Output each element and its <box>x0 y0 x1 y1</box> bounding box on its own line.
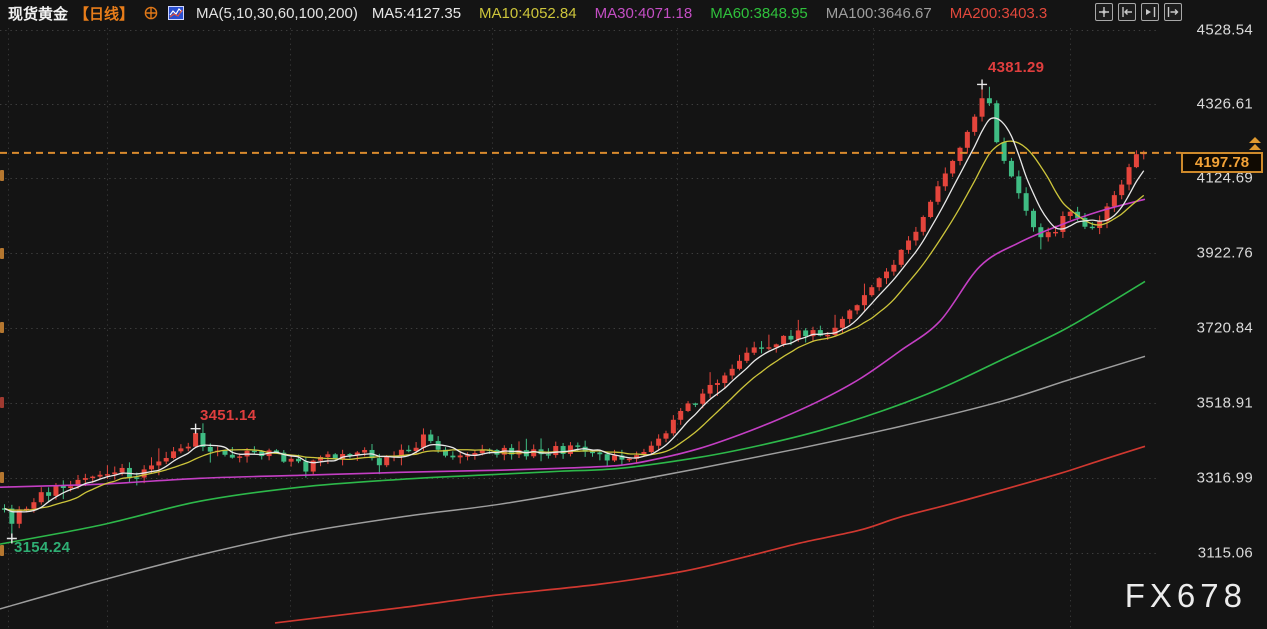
chart-header: 现货黄金 【日线】 MA(5,10,30,60,100,200) MA5:412… <box>0 0 1267 26</box>
scale-left-icon[interactable] <box>1118 3 1136 21</box>
ma-lines <box>0 117 1146 624</box>
ma-params-label: MA(5,10,30,60,100,200) <box>196 4 358 22</box>
y-axis-label-3115.06: 3115.06 <box>1197 544 1253 562</box>
ma-legend-item-3: MA60:3848.95 <box>710 4 808 22</box>
ma-line-MA30 <box>0 198 1146 488</box>
clipped-label-fragment <box>0 170 4 181</box>
timeframe-label[interactable]: 【日线】 <box>74 5 135 23</box>
y-axis-label-4124.69: 4124.69 <box>1196 169 1253 187</box>
ma-legend-item-1: MA10:4052.84 <box>479 4 577 22</box>
clipped-label-fragment <box>0 322 4 333</box>
clipped-label-fragment <box>0 472 4 483</box>
ma-line-MA10 <box>4 140 1145 511</box>
price-annotation-3451.14: 3451.14 <box>200 407 257 424</box>
ma-line-MA200 <box>274 445 1146 624</box>
ma-line-MA5 <box>4 117 1145 513</box>
candlesticks <box>2 84 1147 539</box>
clipped-label-fragment <box>0 545 4 556</box>
y-axis-label-3922.76: 3922.76 <box>1196 244 1253 262</box>
symbol-name: 现货黄金 <box>8 5 69 23</box>
grid-lines <box>0 28 1156 629</box>
ma-legend-item-2: MA30:4071.18 <box>594 4 693 22</box>
price-up-arrow-icon <box>1249 137 1261 150</box>
y-axis-label-4326.61: 4326.61 <box>1196 95 1253 113</box>
y-axis-label-4528.54: 4528.54 <box>1196 21 1253 39</box>
globe-settings-icon[interactable] <box>144 6 158 20</box>
shift-right-icon[interactable] <box>1164 3 1182 21</box>
ma-line-MA60 <box>0 280 1146 545</box>
scale-right-icon[interactable] <box>1141 3 1159 21</box>
ma-legend: MA5:4127.35 MA10:4052.84 MA30:4071.18 MA60:… <box>368 5 1047 22</box>
ma-legend-item-0: MA5:4127.35 <box>371 4 462 22</box>
ma-legend-item-4: MA100:3646.67 <box>825 4 932 22</box>
clipped-label-fragment <box>0 397 4 408</box>
y-axis-label-3720.84: 3720.84 <box>1196 319 1253 337</box>
ma-line-MA100 <box>0 355 1146 610</box>
price-annotation-4381.29: 4381.29 <box>988 59 1045 76</box>
clipped-label-fragment <box>0 248 4 259</box>
y-axis-label-3518.91: 3518.91 <box>1196 394 1253 412</box>
mini-chart-icon[interactable] <box>168 6 185 20</box>
extreme-markers <box>6 79 988 544</box>
chart-toolbar <box>1095 3 1182 21</box>
y-axis-label-3316.99: 3316.99 <box>1196 469 1253 487</box>
move-icon[interactable] <box>1095 3 1113 21</box>
price-annotation-3154.24: 3154.24 <box>14 539 71 556</box>
current-price-badge: 4197.78 <box>1181 152 1263 173</box>
watermark: FX678 <box>1124 577 1247 614</box>
ma-legend-item-5: MA200:3403.3 <box>949 4 1048 22</box>
